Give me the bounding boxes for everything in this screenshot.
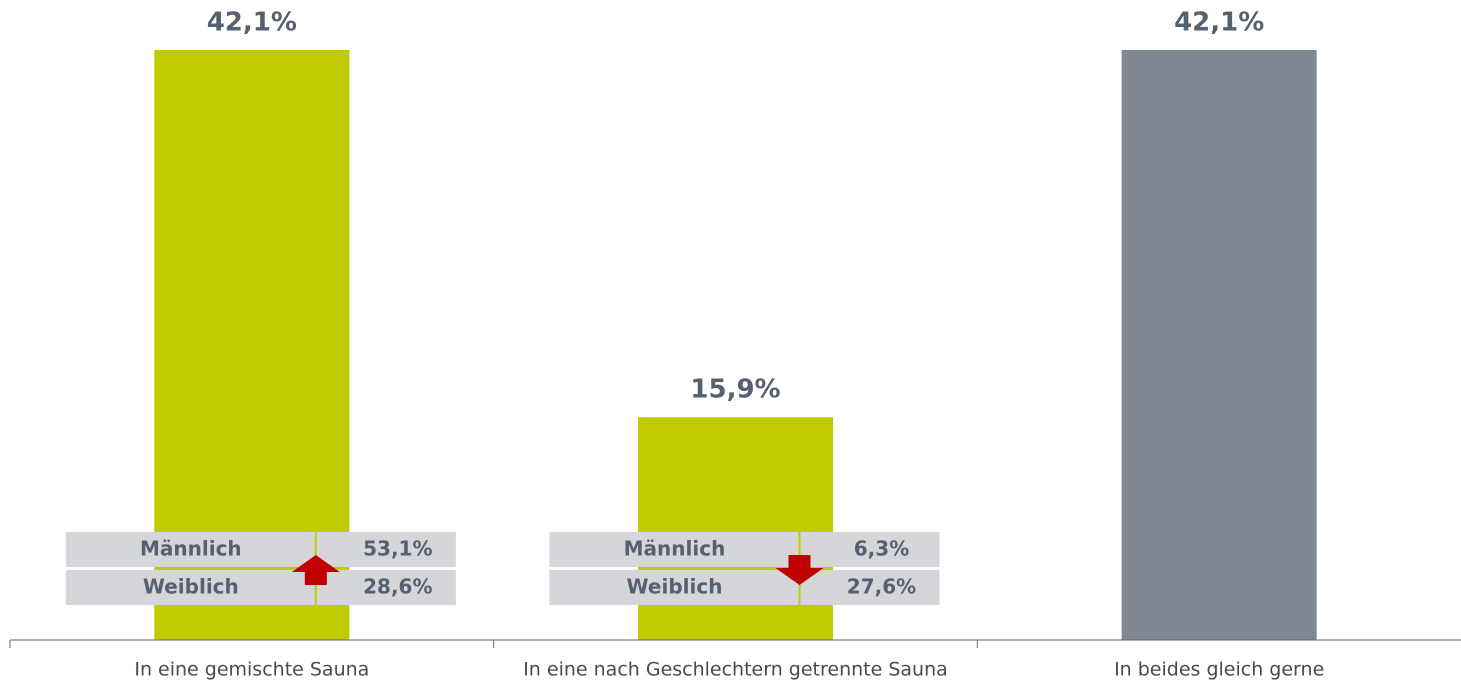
value-label: 15,9% (690, 375, 780, 405)
table-cell (549, 532, 799, 567)
row-label: Weiblich (143, 575, 239, 599)
row-label: Männlich (624, 537, 726, 561)
table-cell (316, 570, 456, 605)
table-cell (549, 570, 799, 605)
table-cell (800, 570, 940, 605)
bar (638, 417, 833, 640)
bar (1121, 50, 1317, 640)
x-tick-label: In beides gleich gerne (1114, 659, 1324, 681)
value-label: 42,1% (1174, 8, 1264, 38)
row-value: 28,6% (363, 575, 432, 599)
trend-arrow (291, 555, 340, 585)
row-value: 53,1% (363, 537, 432, 561)
row-value: 27,6% (847, 575, 916, 599)
row-label: Weiblich (627, 575, 723, 599)
table-cell (65, 532, 315, 567)
table-cell (316, 532, 456, 567)
table-cell (800, 532, 940, 567)
row-value: 6,3% (854, 537, 909, 561)
value-label: 42,1% (207, 8, 297, 38)
x-tick-label: In eine nach Geschlechtern getrennte Sau… (523, 659, 948, 681)
trend-arrow (775, 555, 824, 585)
x-tick-label: In eine gemischte Sauna (134, 659, 369, 681)
row-label: Männlich (140, 537, 242, 561)
table-cell (65, 570, 315, 605)
